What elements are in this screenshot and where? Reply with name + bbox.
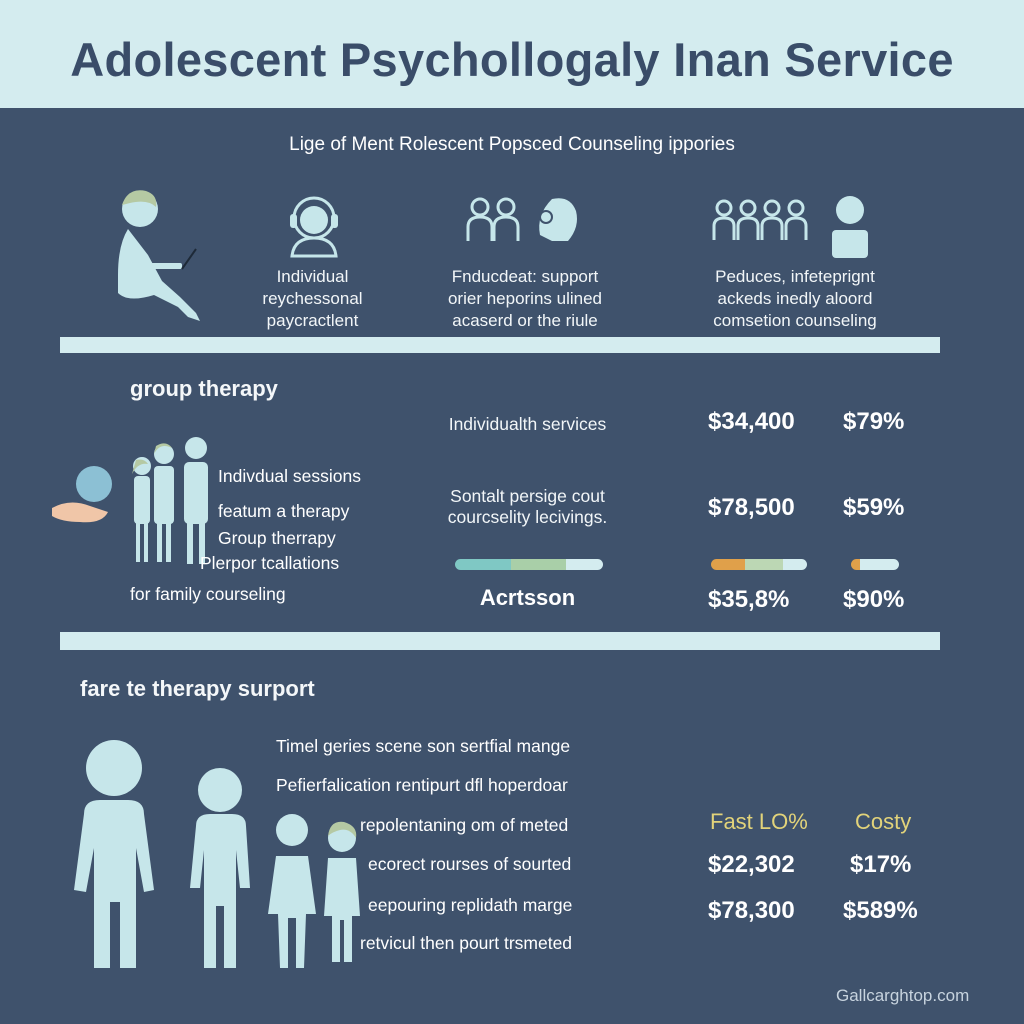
column-caption-support: Fnducdeat: support orier heporins ulined…	[447, 267, 603, 330]
value-cell: $78,300	[708, 897, 795, 924]
column-caption-individual: Individual reychessonal paycractlent	[262, 267, 363, 330]
page-title: Adolescent Psychollogaly Inan Service	[70, 33, 954, 86]
list-item: Group therrapy	[218, 528, 336, 548]
list-item: for family courseling	[130, 584, 286, 604]
progress-bar	[851, 559, 899, 570]
family-hand-icon	[52, 437, 208, 564]
value-cell: $589%	[843, 897, 918, 924]
headset-person-icon	[290, 196, 338, 258]
page-subtitle: Lige of Ment Rolescent Popsced Counselin…	[289, 134, 735, 155]
row-label-counseling: Sontalt persige cout courcselity lecivin…	[447, 486, 608, 527]
list-item: Indivdual sessions	[218, 466, 361, 486]
title-banner: Adolescent Psychollogaly Inan Service	[0, 0, 1024, 108]
row-label-acrtsson: Acrtsson	[479, 585, 576, 610]
value-cell: $90%	[843, 586, 905, 613]
column-caption-counseling: Peduces, infeteprignt ackeds inedly aloo…	[713, 267, 877, 330]
row-label-individual-services: Individualth services	[448, 414, 607, 434]
family-figures-icon	[74, 740, 360, 968]
list-item: Pefierfalication rentipurt dfl hoperdoar	[276, 775, 568, 795]
list-item: Plerpor tcallations	[200, 553, 340, 573]
list-item: retvicul then pourt trsmeted	[360, 933, 573, 953]
divider-middle	[60, 632, 940, 650]
list-item: ecorect rourses of sourted	[368, 854, 572, 874]
column-header: Costy	[855, 809, 912, 834]
value-cell: $17%	[850, 851, 912, 878]
value-cell: $34,400	[708, 408, 795, 435]
laptop-person-icon	[118, 190, 200, 321]
section-title-group-therapy: group therapy	[130, 376, 278, 401]
section-title-therapy-support: fare te therapy surport	[80, 676, 315, 701]
value-cell: $78,500	[708, 494, 795, 521]
divider-top	[60, 337, 940, 353]
value-cell: $35,8%	[708, 586, 790, 613]
list-item: Timel geries scene son sertfial mange	[276, 736, 571, 756]
list-item: repolentaning om of meted	[360, 815, 569, 835]
column-header: Fast LO%	[710, 809, 808, 834]
list-item: eepouring replidath marge	[368, 895, 573, 915]
group-people-icon	[712, 196, 868, 258]
value-cell: $22,302	[708, 851, 795, 878]
value-cell: $59%	[843, 494, 905, 521]
value-cell: $79%	[843, 408, 905, 435]
progress-bar	[455, 559, 603, 570]
pair-people-icon	[466, 197, 577, 241]
progress-bar	[711, 559, 807, 570]
list-item: featum a therapy	[218, 501, 350, 521]
watermark: Gallcarghtop.com	[836, 986, 970, 1005]
